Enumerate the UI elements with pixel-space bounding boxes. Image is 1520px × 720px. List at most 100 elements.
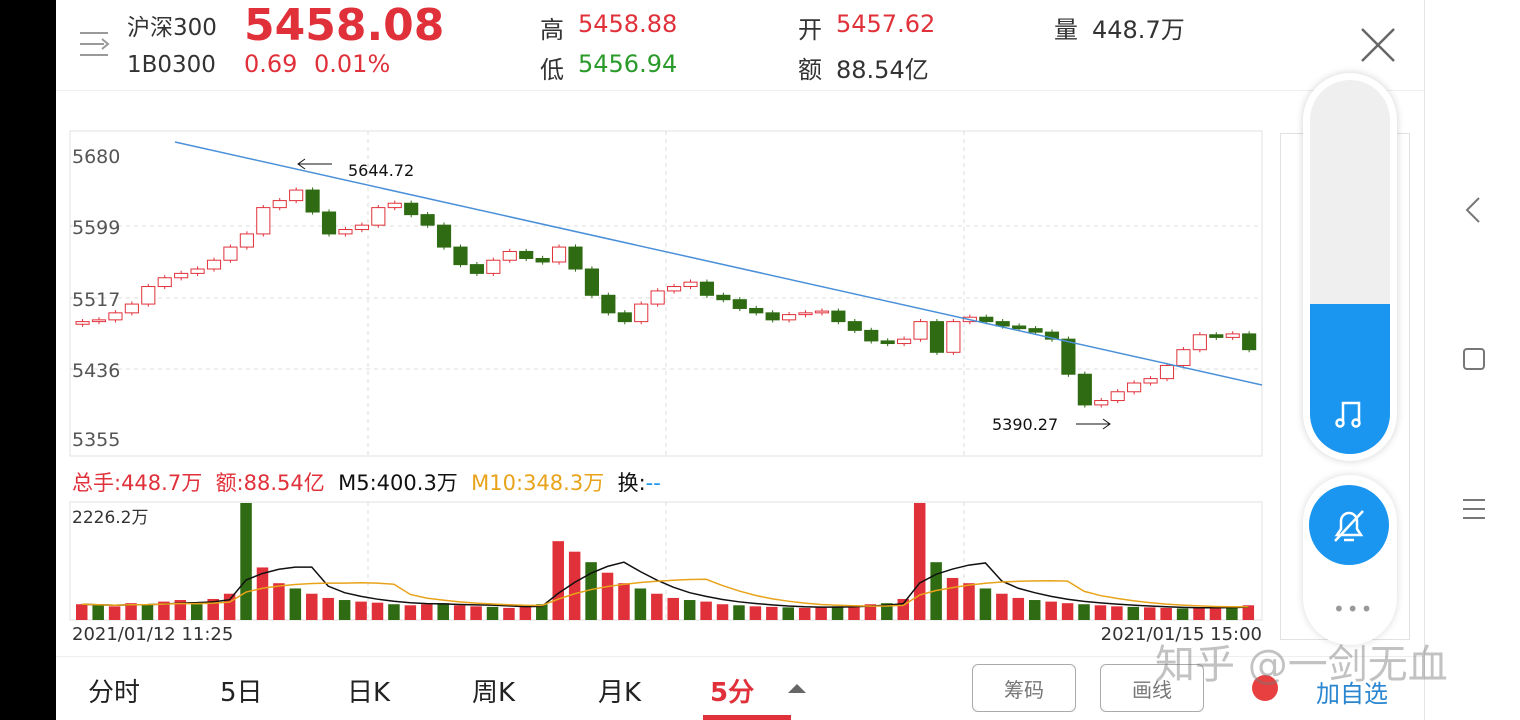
recents-icon[interactable] bbox=[1461, 496, 1487, 522]
volume-bar bbox=[1127, 606, 1140, 620]
sound-mode-panel: ••• bbox=[1303, 475, 1397, 645]
candle bbox=[814, 310, 830, 314]
volume-bar bbox=[979, 588, 992, 620]
tab-monthly[interactable]: 月K bbox=[598, 678, 642, 708]
volume-bar bbox=[355, 601, 367, 620]
candle bbox=[929, 321, 945, 353]
candle bbox=[1209, 334, 1224, 338]
y-tick-label: 5436 bbox=[72, 360, 120, 382]
tab-weekly[interactable]: 周K bbox=[472, 678, 516, 708]
volume-bar bbox=[273, 583, 285, 620]
candle bbox=[716, 294, 731, 301]
candle bbox=[453, 246, 468, 266]
candle bbox=[995, 321, 1010, 327]
candle bbox=[1242, 333, 1257, 351]
music-note-icon bbox=[1335, 401, 1361, 428]
volume-bar bbox=[651, 593, 663, 620]
caret-up-icon[interactable] bbox=[787, 682, 807, 694]
menu-icon[interactable] bbox=[78, 30, 112, 60]
volume-bar bbox=[191, 604, 203, 620]
volume-value: 448.7万 bbox=[1092, 16, 1185, 44]
volume-label: 量 bbox=[1054, 16, 1078, 44]
y-tick-label: 5599 bbox=[72, 217, 120, 239]
volume-bar bbox=[240, 503, 252, 620]
candle bbox=[568, 246, 583, 270]
min-price-label: 5390.27 bbox=[992, 415, 1058, 434]
volume-bar bbox=[404, 605, 417, 620]
candle bbox=[321, 211, 337, 235]
candle bbox=[502, 250, 517, 261]
volume-bar bbox=[766, 606, 778, 620]
volume-bar bbox=[536, 604, 548, 620]
candle bbox=[239, 233, 254, 248]
candle bbox=[1028, 328, 1043, 333]
candle bbox=[880, 340, 895, 345]
more-icon[interactable]: ••• bbox=[1333, 597, 1375, 621]
volume-bar bbox=[913, 503, 926, 620]
home-icon[interactable] bbox=[1463, 348, 1485, 370]
end-date: 2021/01/15 15:00 bbox=[1101, 624, 1262, 645]
volume-bar bbox=[946, 577, 959, 620]
volume-bar bbox=[519, 606, 532, 620]
volume-bar bbox=[306, 593, 318, 620]
volume-bar bbox=[634, 588, 647, 620]
volume-bar bbox=[700, 601, 712, 620]
tab-5day[interactable]: 5日 bbox=[220, 678, 263, 708]
start-date: 2021/01/12 11:25 bbox=[72, 624, 233, 645]
candle bbox=[124, 303, 139, 314]
volume-bar bbox=[1143, 607, 1156, 620]
bell-off-icon bbox=[1334, 510, 1364, 542]
draw-button[interactable]: 画线 bbox=[1100, 664, 1204, 712]
candle bbox=[617, 312, 632, 323]
kline-chart[interactable]: 5680 5599 5517 5436 5355 5644.72 5390.27 222… bbox=[0, 0, 1424, 660]
candle bbox=[1094, 400, 1109, 406]
high-label: 高 bbox=[540, 16, 564, 44]
candle bbox=[749, 307, 764, 314]
candle bbox=[634, 303, 649, 323]
candle bbox=[1176, 349, 1191, 366]
candle bbox=[683, 281, 698, 288]
candle bbox=[897, 338, 912, 345]
last-price: 5458.08 bbox=[244, 0, 445, 51]
candle bbox=[1143, 378, 1158, 384]
volume-m10-line bbox=[81, 578, 1249, 608]
volume-bar bbox=[92, 605, 104, 620]
close-icon[interactable] bbox=[1360, 27, 1396, 63]
volume-bar bbox=[749, 606, 762, 620]
volume-bar bbox=[552, 541, 564, 620]
header-divider bbox=[56, 90, 1424, 91]
candle bbox=[223, 246, 238, 261]
volume-legend: 总手:448.7万 额:88.54亿 M5:400.3万 M10:348.3万 … bbox=[72, 467, 661, 497]
add-watchlist-button[interactable]: 加自选 bbox=[1316, 680, 1388, 708]
system-nav-bar bbox=[1424, 0, 1520, 720]
volume-bar bbox=[601, 572, 614, 620]
mute-button[interactable] bbox=[1309, 485, 1389, 565]
candle bbox=[1012, 325, 1027, 330]
candle bbox=[157, 277, 172, 288]
volume-bar bbox=[256, 567, 269, 620]
volume-bar bbox=[1061, 603, 1074, 620]
volume-bar bbox=[108, 606, 121, 620]
volume-max-label: 2226.2万 bbox=[72, 508, 148, 528]
candle bbox=[1225, 333, 1240, 338]
candle bbox=[979, 316, 994, 323]
volume-bar bbox=[831, 606, 844, 620]
back-icon[interactable] bbox=[1463, 195, 1483, 225]
record-dot-icon[interactable] bbox=[1252, 675, 1278, 701]
media-volume-slider[interactable] bbox=[1303, 73, 1397, 461]
candle bbox=[864, 329, 879, 342]
volume-bar bbox=[1226, 606, 1238, 620]
turnover-value: -- bbox=[645, 471, 661, 495]
watermark: 知乎 @一剑无血 bbox=[1155, 642, 1448, 688]
volume-bar bbox=[897, 598, 910, 620]
tab-intraday[interactable]: 分时 bbox=[88, 678, 141, 708]
open-value: 5457.62 bbox=[836, 10, 936, 38]
tab-5min[interactable]: 5分 bbox=[710, 678, 755, 708]
min-annotation: 5390.27 bbox=[992, 415, 1111, 434]
candle bbox=[420, 214, 435, 226]
candle bbox=[174, 272, 189, 279]
candle bbox=[486, 259, 501, 274]
tab-daily[interactable]: 日K bbox=[347, 678, 391, 708]
volume-bar bbox=[421, 604, 433, 620]
chips-button[interactable]: 筹码 bbox=[972, 664, 1076, 712]
